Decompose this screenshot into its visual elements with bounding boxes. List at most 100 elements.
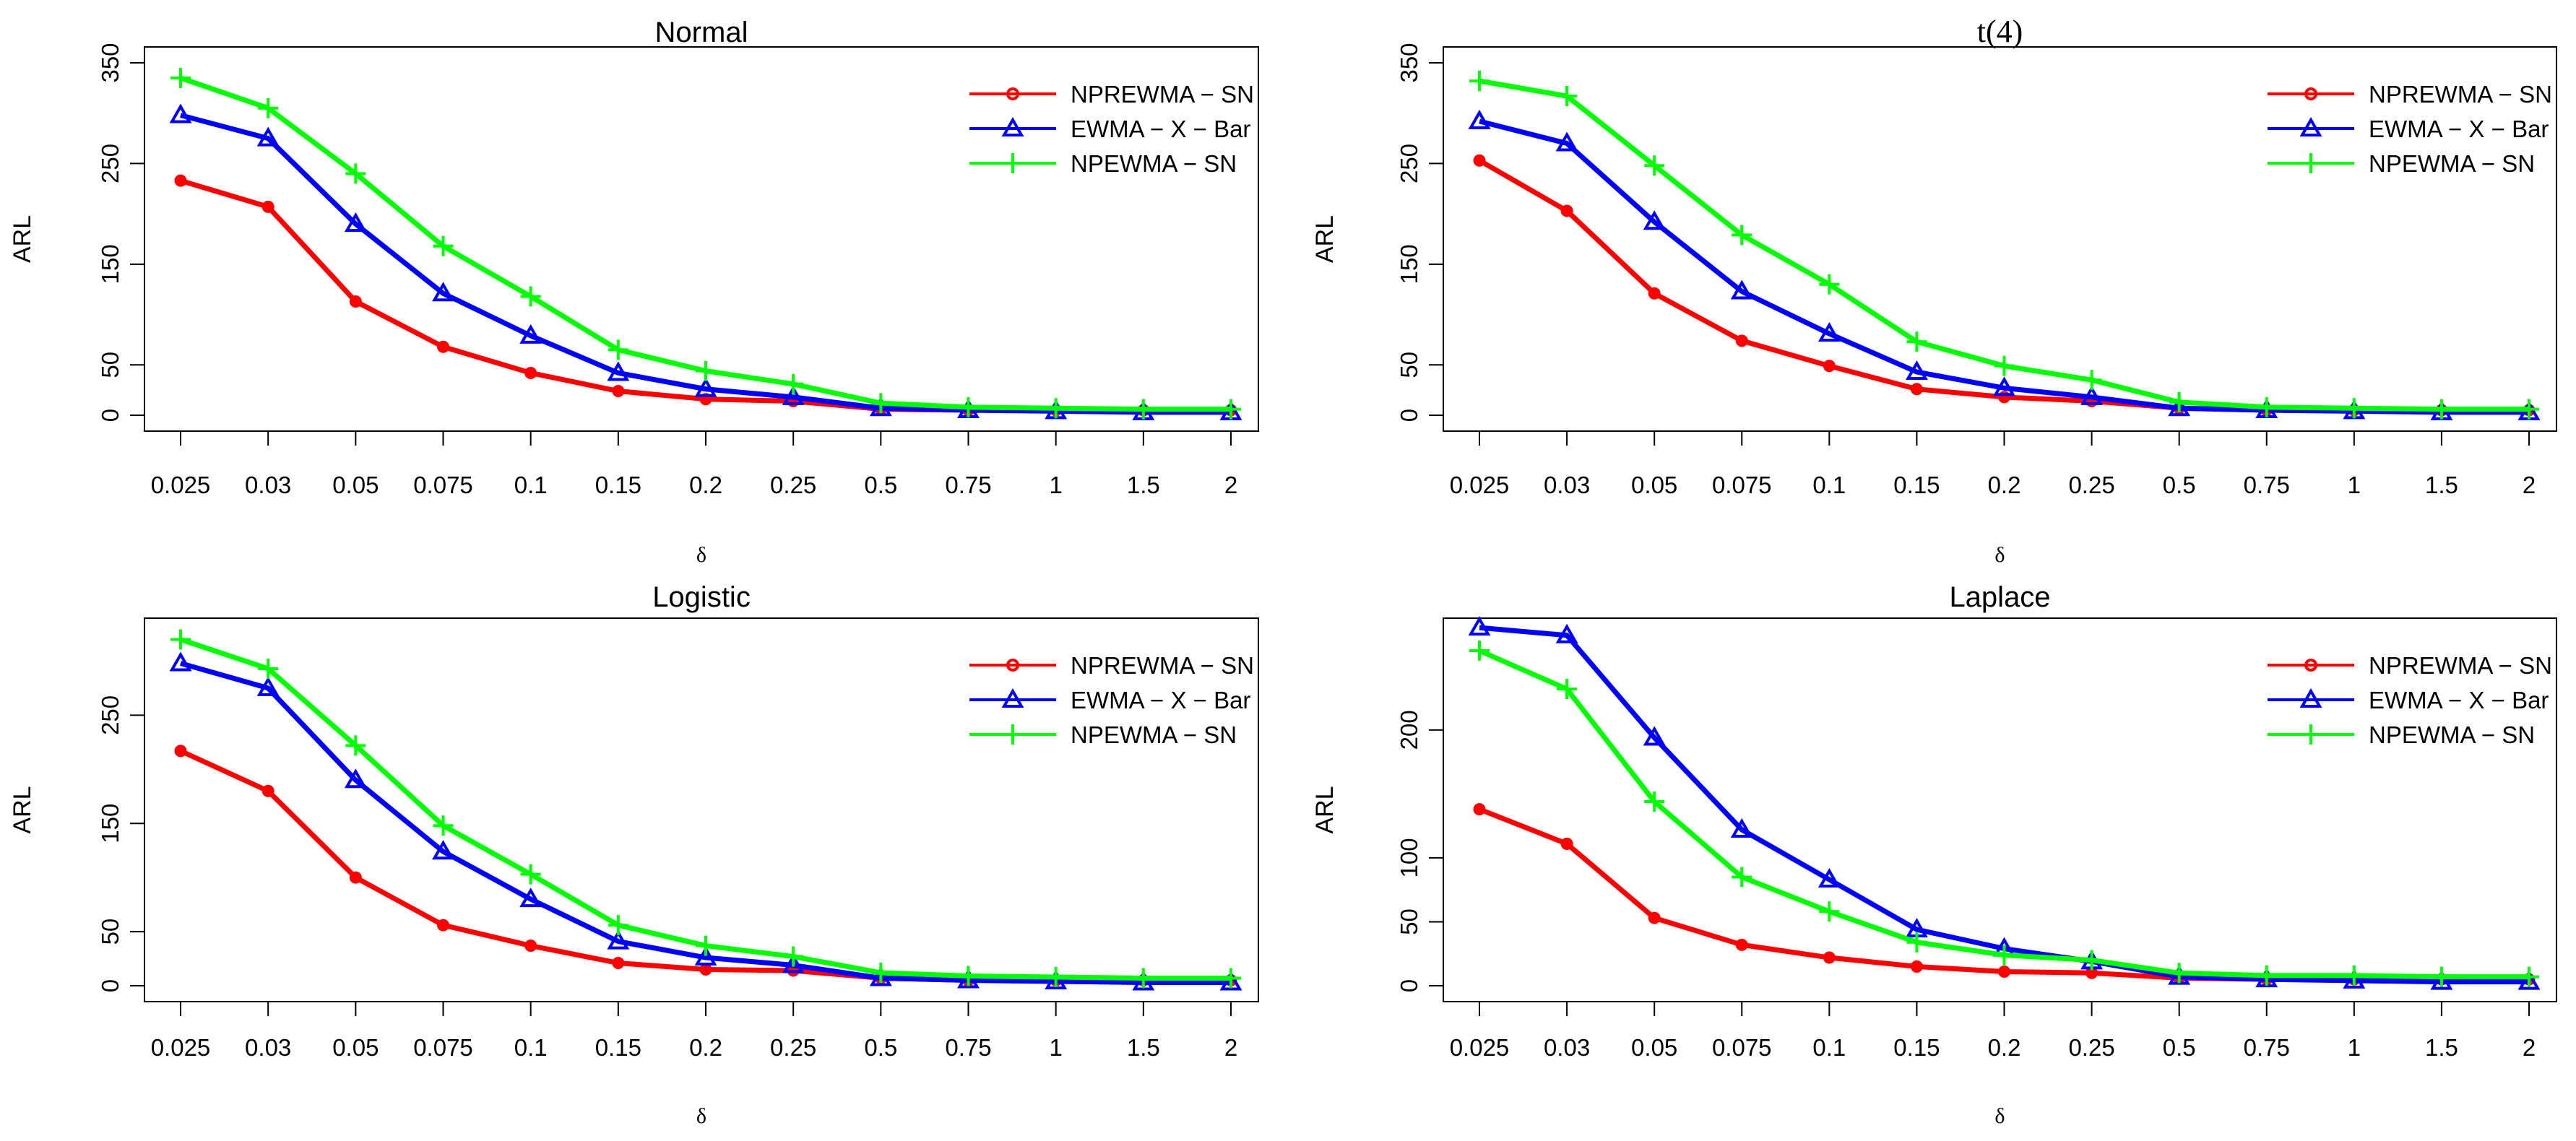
- y-axis-label: ARL: [9, 786, 36, 833]
- data-point: [524, 366, 537, 379]
- data-point: [1468, 616, 1491, 636]
- chart-panel-4: Laplace 0.025 0.03 0.05 0.075 0.1 0.15 0.2 0.25 0…: [1311, 581, 2557, 1128]
- data-point: [2519, 966, 2539, 987]
- data-point: [2169, 963, 2190, 984]
- legend-marker: [1006, 87, 1019, 100]
- x-tick-label: 0.075: [1712, 1034, 1772, 1061]
- data-point-triangle: [344, 212, 367, 233]
- data-point-triangle: [1468, 616, 1491, 636]
- data-point: [699, 963, 712, 976]
- data-point: [1905, 360, 1928, 381]
- legend-label: EWMA − X − Bar: [2369, 687, 2549, 713]
- data-point: [869, 396, 892, 417]
- data-point: [782, 953, 805, 973]
- legend-marker: [2304, 87, 2317, 100]
- x-tick-label: 1: [2348, 1034, 2361, 1061]
- data-point: [870, 393, 891, 414]
- y-axis-label: ARL: [1311, 215, 1339, 263]
- data-point-triangle: [782, 385, 805, 405]
- data-point: [519, 324, 543, 344]
- x-tick-label: 0.05: [332, 472, 379, 498]
- data-point: [1730, 817, 1753, 838]
- data-point: [2255, 968, 2278, 988]
- data-point: [2343, 968, 2366, 989]
- chart-title: Logistic: [652, 581, 751, 613]
- data-point: [256, 676, 280, 696]
- x-tick-label: 1: [1049, 1034, 1062, 1061]
- data-point: [349, 295, 362, 308]
- y-tick-label: 50: [1396, 908, 1422, 935]
- x-tick-label: 2: [1224, 472, 1237, 498]
- chart-panel-1: Normal 0.025 0.03 0.05 0.075 0.1 0.15 0.2 0.25 0.…: [9, 17, 1259, 567]
- data-point: [344, 212, 367, 233]
- legend-label: NPEWMA − SN: [1071, 150, 1237, 177]
- data-point: [612, 385, 625, 398]
- legend-label: EWMA − X − Bar: [1071, 687, 1250, 713]
- data-point: [2081, 950, 2102, 971]
- data-point-triangle: [1993, 376, 2015, 396]
- data-point: [694, 377, 717, 397]
- x-tick-label: 1: [2348, 472, 2361, 498]
- data-point: [2256, 965, 2277, 986]
- data-point-triangle: [169, 651, 192, 672]
- data-point: [696, 935, 716, 956]
- x-tick-label: 2: [2523, 1034, 2536, 1061]
- data-point: [958, 966, 979, 986]
- data-point: [1557, 86, 1578, 107]
- data-point-triangle: [432, 282, 454, 302]
- x-tick-label: 0.025: [1450, 1034, 1510, 1061]
- data-point: [1045, 967, 1066, 988]
- data-point: [519, 888, 543, 908]
- data-point-triangle: [1818, 322, 1841, 342]
- x-tick-label: 0.15: [595, 1034, 641, 1061]
- data-point: [1045, 398, 1066, 419]
- legend-label: EWMA − X − Bar: [1071, 116, 1250, 142]
- data-point: [1906, 331, 1927, 352]
- data-point: [2431, 399, 2452, 420]
- data-point: [1735, 938, 1748, 951]
- data-point: [1732, 225, 1752, 246]
- legend-marker-triangle: [1001, 687, 1024, 708]
- data-point: [262, 784, 275, 797]
- y-tick-label: 50: [1396, 352, 1422, 378]
- data-point: [1045, 969, 1068, 990]
- x-tick-label: 0.025: [151, 472, 211, 498]
- series-NPEWMA-SN: [1469, 71, 2539, 420]
- data-point-triangle: [1643, 210, 1666, 230]
- legend-marker: [1006, 659, 1019, 672]
- data-point: [1644, 155, 1665, 176]
- x-tick-label: 0.5: [2163, 1034, 2196, 1061]
- x-tick-label: 0.5: [2163, 472, 2196, 498]
- plot-frame: [1443, 617, 2557, 1002]
- x-tick-label: 0.1: [1812, 472, 1846, 498]
- data-point: [608, 339, 628, 360]
- x-tick-label: 0.03: [245, 472, 291, 498]
- x-tick-label: 0.75: [2244, 1034, 2290, 1061]
- data-point: [437, 340, 449, 353]
- data-point: [783, 946, 804, 967]
- data-point: [1819, 274, 1840, 295]
- y-tick-label: 0: [97, 409, 124, 422]
- x-tick-label: 0.75: [2244, 472, 2290, 498]
- data-point: [607, 361, 630, 381]
- data-point: [1643, 210, 1666, 230]
- data-point: [1133, 968, 1154, 989]
- legend-marker-circle: [2304, 87, 2317, 100]
- data-point: [258, 97, 279, 118]
- data-point: [1221, 968, 1241, 989]
- data-point-triangle: [1818, 867, 1841, 888]
- legend-label: NPREWMA − SN: [2369, 652, 2552, 679]
- legend-marker-triangle: [2299, 116, 2322, 136]
- x-tick-label: 0.1: [514, 1034, 548, 1061]
- y-tick-label: 150: [97, 804, 124, 843]
- data-point: [608, 915, 628, 936]
- x-tick-label: 0.2: [689, 1034, 722, 1061]
- chart-title: t(4): [1977, 14, 2023, 49]
- data-point: [1644, 791, 1665, 812]
- data-point-triangle: [869, 966, 892, 986]
- data-point: [1560, 837, 1573, 850]
- data-point: [1648, 287, 1661, 300]
- data-point: [694, 946, 717, 966]
